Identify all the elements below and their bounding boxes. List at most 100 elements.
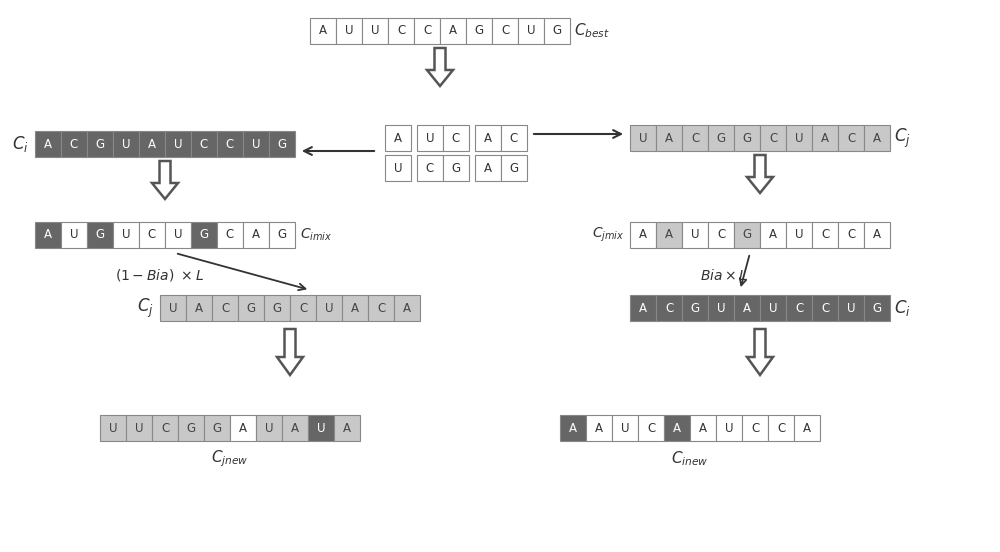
Bar — [388, 18, 414, 44]
Text: A: A — [484, 162, 492, 174]
Text: U: U — [371, 24, 379, 38]
Bar — [113, 131, 139, 157]
Text: U: U — [795, 131, 803, 145]
Bar — [586, 415, 612, 441]
Bar — [336, 18, 362, 44]
Bar — [139, 222, 165, 248]
Bar — [864, 222, 890, 248]
Text: U: U — [527, 24, 535, 38]
Text: U: U — [847, 301, 855, 315]
Bar — [443, 155, 469, 181]
Text: $C_{imix}$: $C_{imix}$ — [300, 227, 332, 243]
Text: U: U — [691, 229, 699, 242]
Bar — [256, 415, 282, 441]
Text: C: C — [769, 131, 777, 145]
Polygon shape — [747, 329, 773, 375]
Bar — [160, 295, 186, 321]
Text: $C_j$: $C_j$ — [137, 296, 154, 320]
Text: U: U — [70, 229, 78, 242]
Text: G: G — [95, 229, 105, 242]
Bar — [282, 415, 308, 441]
Bar — [394, 295, 420, 321]
Bar — [682, 295, 708, 321]
Text: C: C — [452, 131, 460, 145]
Bar — [760, 222, 786, 248]
Bar — [217, 131, 243, 157]
Text: C: C — [221, 301, 229, 315]
Text: C: C — [665, 301, 673, 315]
Text: C: C — [777, 422, 785, 434]
Bar — [178, 415, 204, 441]
Text: G: G — [246, 301, 256, 315]
Text: $C_i$: $C_i$ — [12, 134, 29, 154]
Bar — [113, 222, 139, 248]
Bar — [61, 222, 87, 248]
Bar — [269, 131, 295, 157]
Text: U: U — [426, 131, 434, 145]
Text: G: G — [690, 301, 700, 315]
Bar — [682, 222, 708, 248]
Bar — [100, 415, 126, 441]
Text: U: U — [109, 422, 117, 434]
Bar — [664, 415, 690, 441]
Text: G: G — [212, 422, 222, 434]
Text: U: U — [795, 229, 803, 242]
Bar — [812, 125, 838, 151]
Text: U: U — [174, 229, 182, 242]
Text: U: U — [717, 301, 725, 315]
Text: C: C — [70, 137, 78, 151]
Bar — [612, 415, 638, 441]
Bar — [838, 222, 864, 248]
Bar — [440, 18, 466, 44]
Text: C: C — [717, 229, 725, 242]
Text: $C_i$: $C_i$ — [894, 298, 911, 318]
Bar — [734, 295, 760, 321]
Text: G: G — [474, 24, 484, 38]
Bar — [656, 295, 682, 321]
Bar — [342, 295, 368, 321]
Bar — [230, 415, 256, 441]
Bar — [443, 125, 469, 151]
Text: A: A — [569, 422, 577, 434]
Bar — [417, 125, 443, 151]
Text: U: U — [265, 422, 273, 434]
Text: G: G — [186, 422, 196, 434]
Text: U: U — [725, 422, 733, 434]
Text: G: G — [742, 131, 752, 145]
Bar — [475, 155, 501, 181]
Text: A: A — [665, 229, 673, 242]
Bar — [35, 222, 61, 248]
Text: $C_{jmix}$: $C_{jmix}$ — [592, 226, 624, 244]
Bar — [708, 295, 734, 321]
Bar — [734, 125, 760, 151]
Bar — [191, 222, 217, 248]
Bar — [838, 125, 864, 151]
Text: A: A — [699, 422, 707, 434]
Text: U: U — [769, 301, 777, 315]
Text: C: C — [426, 162, 434, 174]
Bar — [794, 415, 820, 441]
Bar — [316, 295, 342, 321]
Bar — [786, 125, 812, 151]
Bar — [768, 415, 794, 441]
Bar — [466, 18, 492, 44]
Text: G: G — [872, 301, 882, 315]
Text: U: U — [122, 229, 130, 242]
Bar — [385, 125, 411, 151]
Text: A: A — [743, 301, 751, 315]
Text: A: A — [673, 422, 681, 434]
Bar — [682, 125, 708, 151]
Bar — [414, 18, 440, 44]
Text: U: U — [317, 422, 325, 434]
Bar — [812, 295, 838, 321]
Text: C: C — [751, 422, 759, 434]
Text: $C_{best}$: $C_{best}$ — [574, 22, 610, 40]
Bar — [243, 222, 269, 248]
Bar — [212, 295, 238, 321]
Bar — [864, 295, 890, 321]
Bar — [630, 295, 656, 321]
Text: A: A — [351, 301, 359, 315]
Bar — [126, 415, 152, 441]
Text: A: A — [639, 229, 647, 242]
Bar — [362, 18, 388, 44]
